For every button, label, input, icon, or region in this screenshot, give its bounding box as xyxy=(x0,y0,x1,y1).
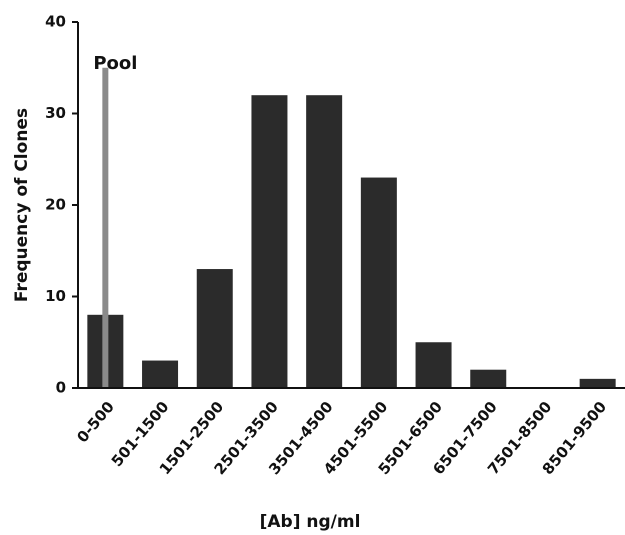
bar xyxy=(415,342,452,388)
y-tick-label: 10 xyxy=(45,287,66,305)
bar xyxy=(196,269,233,388)
y-tick-label: 30 xyxy=(45,104,66,122)
bar xyxy=(470,369,507,388)
bar xyxy=(579,378,616,388)
bar xyxy=(251,95,288,388)
bar xyxy=(360,177,397,388)
bar xyxy=(306,95,343,388)
x-tick-label: 0-500 xyxy=(73,398,118,446)
bar xyxy=(142,360,179,388)
y-tick-label: 40 xyxy=(45,13,66,31)
y-tick-label: 0 xyxy=(56,379,66,397)
y-tick-label: 20 xyxy=(45,196,66,214)
pool-label: Pool xyxy=(93,53,137,74)
x-axis-label: [Ab] ng/ml xyxy=(260,512,361,532)
y-axis-label: Frequency of Clones xyxy=(12,108,32,302)
